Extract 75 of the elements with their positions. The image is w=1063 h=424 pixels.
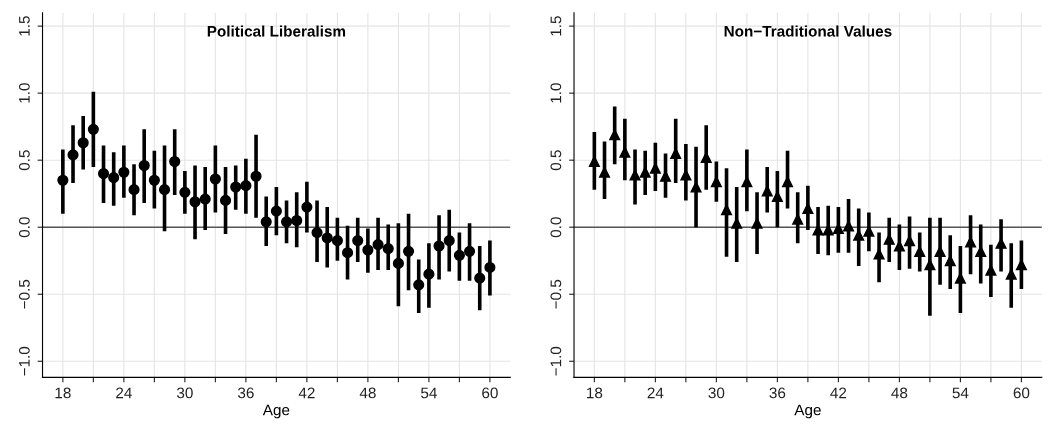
y-tick-label: 1.5: [550, 16, 562, 36]
x-tick-label: 30: [176, 387, 193, 399]
point: [392, 257, 404, 269]
x-tick-label: 18: [55, 387, 71, 399]
y-tick-label: 1.5: [19, 16, 30, 36]
point: [158, 184, 171, 196]
x-tick-label: 30: [708, 387, 725, 399]
point: [301, 201, 313, 213]
point: [341, 247, 354, 259]
point: [464, 245, 476, 257]
x-axis-title: Age: [262, 404, 290, 419]
y-tick-label: 0.5: [550, 150, 562, 171]
point: [77, 137, 89, 149]
point: [362, 244, 374, 256]
x-tick-label: 54: [952, 387, 969, 399]
y-tick-label: −0.5: [18, 279, 30, 309]
x-tick-label: 54: [421, 387, 437, 399]
point: [240, 180, 252, 192]
point: [382, 243, 394, 255]
text: Political Liberalism: [207, 25, 346, 37]
point: [148, 174, 160, 186]
y-tick-label: 0.5: [18, 150, 30, 171]
point: [118, 166, 130, 178]
point: [413, 279, 425, 291]
point: [443, 235, 455, 247]
x-tick-label: 60: [482, 387, 498, 399]
point: [291, 214, 303, 227]
x-tick-label: 42: [298, 387, 315, 399]
point: [108, 172, 120, 184]
point: [270, 205, 282, 217]
point: [260, 216, 272, 228]
y-tick-label: 0.0: [550, 217, 562, 238]
y-tick-label: 0.0: [18, 217, 30, 238]
point: [97, 168, 110, 180]
point: [138, 159, 150, 172]
point: [403, 245, 415, 257]
x-tick-label: 24: [647, 387, 664, 399]
x-tick-label: 42: [830, 387, 847, 399]
point: [352, 235, 364, 247]
y-tick-label: −0.5: [550, 279, 562, 309]
x-tick-label: 60: [1013, 387, 1030, 399]
point: [453, 249, 465, 261]
point: [484, 261, 496, 273]
x-tick-label: 18: [587, 387, 603, 399]
point: [433, 240, 445, 252]
point: [57, 174, 69, 186]
point: [230, 181, 242, 193]
y-tick-label: −1.0: [18, 346, 30, 376]
x-tick-label: 24: [116, 387, 132, 399]
point: [331, 235, 343, 247]
point: [189, 196, 201, 208]
point: [128, 184, 140, 196]
point: [423, 268, 435, 280]
x-tick-label: 36: [769, 387, 786, 399]
point: [209, 173, 221, 185]
point: [87, 123, 99, 135]
x-tick-label: 48: [891, 387, 908, 399]
point: [179, 186, 191, 198]
point: [169, 155, 181, 168]
point: [372, 239, 384, 251]
point: [199, 193, 211, 205]
y-tick-label: 1.0: [18, 83, 30, 103]
x-tick-label: 48: [359, 387, 376, 399]
point: [67, 149, 79, 161]
point: [311, 227, 323, 239]
point: [250, 170, 262, 182]
point: [280, 216, 293, 228]
x-axis-title: Age: [794, 404, 821, 419]
point: [321, 232, 333, 244]
y-tick-label: −1.0: [550, 346, 562, 376]
y-tick-label: 1.0: [550, 83, 562, 103]
text: Non−Traditional Values: [724, 25, 892, 37]
point: [219, 194, 232, 206]
point: [474, 272, 486, 284]
x-tick-label: 36: [237, 387, 254, 399]
